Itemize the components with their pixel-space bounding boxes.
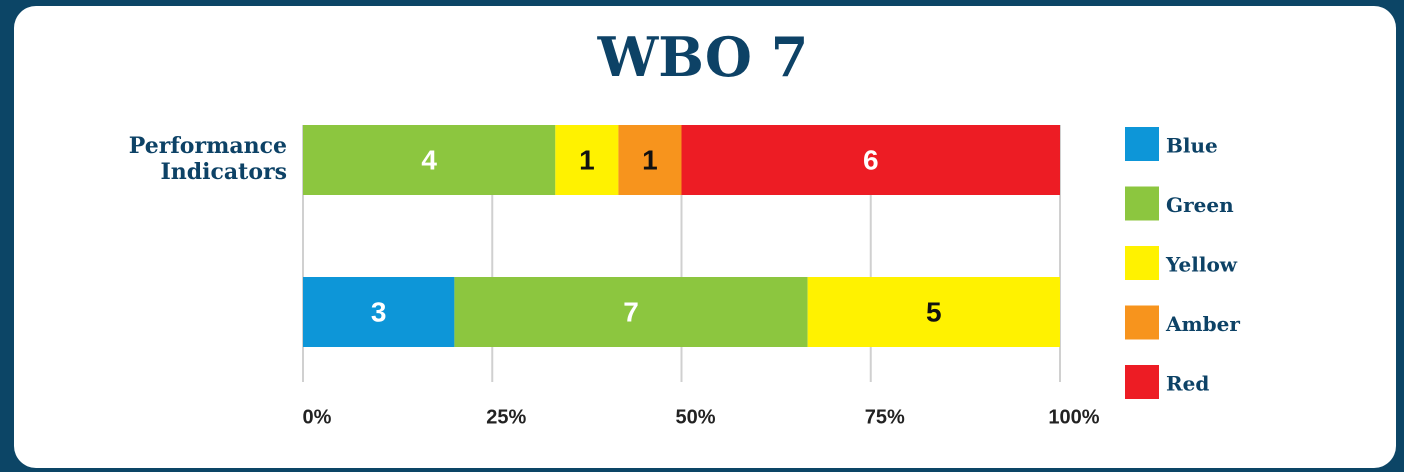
x-tick-label: 0%: [303, 406, 332, 428]
category-label: Performance Indicators: [129, 133, 287, 185]
bar-segment: [555, 125, 619, 195]
data-label: 1: [642, 144, 658, 175]
legend-label: Amber: [1165, 312, 1240, 336]
legend-label: Blue: [1166, 134, 1218, 158]
x-tick-label: 75%: [865, 406, 905, 428]
legend-swatch: [1125, 127, 1159, 161]
legend-label: Red: [1166, 372, 1209, 396]
bar-segment: [303, 277, 455, 347]
legend-swatch: [1125, 186, 1159, 221]
legend-swatch: [1125, 365, 1159, 399]
data-label: 1: [579, 144, 595, 175]
bar-segment: [807, 277, 1060, 347]
category-label-line: Performance: [129, 133, 287, 159]
legend-label: Green: [1166, 193, 1234, 217]
category-label-line: Indicators: [161, 159, 288, 185]
data-label: 5: [926, 296, 942, 327]
data-label: 3: [371, 296, 387, 327]
legend-swatch: [1125, 246, 1159, 280]
bar-segment: [618, 125, 682, 195]
bar-segment: [681, 125, 1060, 195]
x-tick-label: 25%: [486, 406, 526, 428]
data-label: 7: [623, 296, 639, 327]
data-label: 4: [421, 144, 437, 175]
legend-label: Yellow: [1165, 253, 1238, 277]
bar-segment: [303, 125, 556, 195]
chart-title: WBO 7: [597, 25, 809, 89]
data-label: 6: [863, 144, 879, 175]
x-tick-label: 100%: [1048, 406, 1099, 428]
legend-swatch: [1125, 305, 1159, 340]
panel: [14, 6, 1396, 468]
bar-segment: [454, 277, 808, 347]
x-tick-label: 50%: [675, 406, 715, 428]
